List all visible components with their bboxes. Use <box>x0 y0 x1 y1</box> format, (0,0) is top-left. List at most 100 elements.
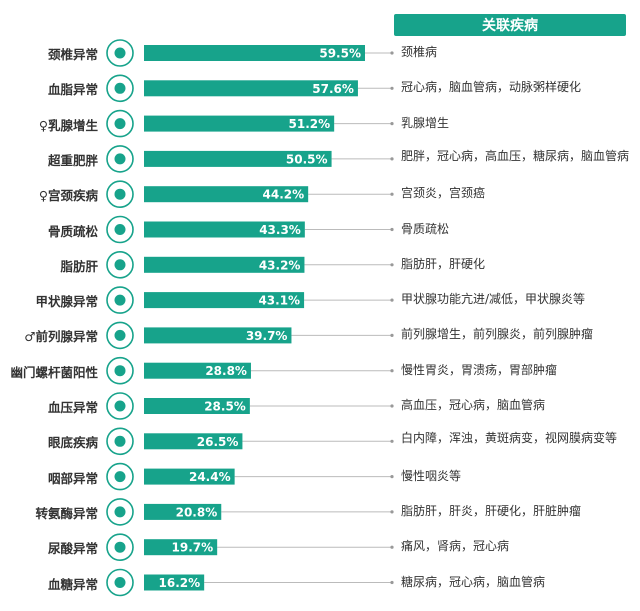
connector-dot <box>390 439 394 443</box>
category-label: ♂前列腺异常 <box>24 329 98 345</box>
related-disease-text: 高血压，冠心病，脑血管病 <box>401 398 546 412</box>
bar <box>144 186 309 203</box>
icon-glyph <box>114 153 126 165</box>
category-label: 血压异常 <box>47 400 98 415</box>
connector-dot <box>390 369 394 373</box>
bar <box>144 433 243 450</box>
related-disease-text: 宫颈炎，宫颈癌 <box>401 186 486 201</box>
connector-dot <box>390 404 394 408</box>
connector-dot <box>390 227 394 232</box>
bar <box>144 362 251 379</box>
breast-icon <box>106 109 134 138</box>
icon-glyph <box>114 506 126 518</box>
bar <box>144 539 218 556</box>
bar <box>144 256 305 273</box>
bar <box>144 503 222 520</box>
related-disease-text: 骨质疏松 <box>401 221 450 236</box>
category-label: 转氨酶异常 <box>35 505 98 521</box>
connector-dot <box>390 333 394 337</box>
obese-body-icon <box>106 145 134 173</box>
icon-glyph <box>114 259 126 271</box>
bar-value-label: 16.2% <box>159 576 201 590</box>
bar-value-label: 43.1% <box>258 294 300 308</box>
category-label: 超重肥胖 <box>47 152 98 168</box>
connector-dot <box>390 475 394 479</box>
thyroid-icon <box>106 286 134 314</box>
category-label: 血糖异常 <box>47 576 98 592</box>
related-disease-text: 慢性咽炎等 <box>401 468 462 483</box>
bar-value-label: 51.2% <box>289 117 331 131</box>
category-label: 血脂异常 <box>47 82 98 98</box>
icon-glyph <box>114 47 126 59</box>
icon-glyph <box>114 82 126 94</box>
eye-icon <box>106 427 134 456</box>
spine-icon <box>106 39 134 67</box>
icon-glyph <box>114 365 126 377</box>
heart-icon <box>106 392 134 420</box>
bar-value-label: 43.2% <box>259 258 301 272</box>
bar-value-label: 50.5% <box>286 152 328 166</box>
icon-glyph <box>114 294 126 306</box>
category-label: 咽部异常 <box>47 470 98 486</box>
throat-icon <box>106 462 134 491</box>
liver-icon <box>106 250 134 279</box>
bar <box>144 80 358 97</box>
related-disease-text: 冠心病，脑血管病，动脉粥样硬化 <box>401 80 582 95</box>
category-label: ♀宫颈疾病 <box>38 188 98 204</box>
related-disease-text: 乳腺增生 <box>401 115 450 130</box>
bar-value-label: 59.5% <box>319 47 361 61</box>
bar-value-label: 39.7% <box>246 329 288 343</box>
bar-value-label: 20.8% <box>176 505 218 519</box>
prostate-icon <box>106 321 134 350</box>
category-label: 骨质疏松 <box>47 223 98 239</box>
icon-glyph <box>114 118 126 130</box>
connector-dot <box>390 263 394 267</box>
icon-glyph <box>114 577 126 588</box>
related-disease-text: 肥胖，冠心病，高血压，糖尿病，脑血管病 <box>401 148 630 163</box>
connector-dot <box>390 122 394 126</box>
bar <box>144 292 305 309</box>
category-label: 颈椎异常 <box>47 47 98 62</box>
bar <box>144 115 335 132</box>
icon-glyph <box>114 471 126 483</box>
bar-value-label: 57.6% <box>312 82 354 96</box>
category-label: ♀乳腺增生 <box>38 117 98 133</box>
bar <box>144 45 365 61</box>
related-disease-text: 甲状腺功能亢进/减低，甲状腺炎等 <box>401 292 586 307</box>
related-disease-text: 颈椎病 <box>401 45 438 59</box>
uterus-icon <box>106 180 134 208</box>
bar-value-label: 19.7% <box>172 541 214 555</box>
test-tube-icon <box>106 74 134 103</box>
connector-dot <box>390 298 394 302</box>
syringe-icon <box>106 533 134 562</box>
category-label: 尿酸异常 <box>47 541 98 557</box>
liver-enzyme-icon <box>106 498 134 526</box>
bar-value-label: 28.8% <box>205 364 247 378</box>
bar <box>144 574 205 591</box>
related-disease-text: 痛风，肾病，冠心病 <box>401 539 510 554</box>
category-label: 幽门螺杆菌阳性 <box>10 364 98 380</box>
related-disease-text: 糖尿病，冠心病，脑血管病 <box>401 574 546 589</box>
bar <box>144 150 332 167</box>
icon-glyph <box>114 435 126 447</box>
related-disease-text: 脂肪肝，肝炎，肝硬化，肝脏肿瘤 <box>401 503 582 518</box>
bar <box>144 221 305 238</box>
bar-value-label: 44.2% <box>263 188 305 202</box>
category-label: 甲状腺异常 <box>35 294 98 310</box>
bar-value-label: 24.4% <box>189 470 231 484</box>
icon-glyph <box>114 541 126 553</box>
connector-dot <box>390 157 394 161</box>
related-disease-text: 前列腺增生，前列腺炎，前列腺肿瘤 <box>401 327 594 342</box>
bar-value-label: 28.5% <box>204 400 246 414</box>
connector-dot <box>390 192 394 196</box>
bar-value-label: 43.3% <box>259 223 301 237</box>
connector-dot <box>390 86 394 90</box>
blood-drop-icon <box>106 568 134 597</box>
connector-dot <box>390 545 394 549</box>
related-diseases-header: 关联疾病 <box>394 14 626 36</box>
connector-dot <box>390 51 394 55</box>
related-disease-text: 脂肪肝，肝硬化 <box>401 256 486 271</box>
bar <box>144 398 250 414</box>
